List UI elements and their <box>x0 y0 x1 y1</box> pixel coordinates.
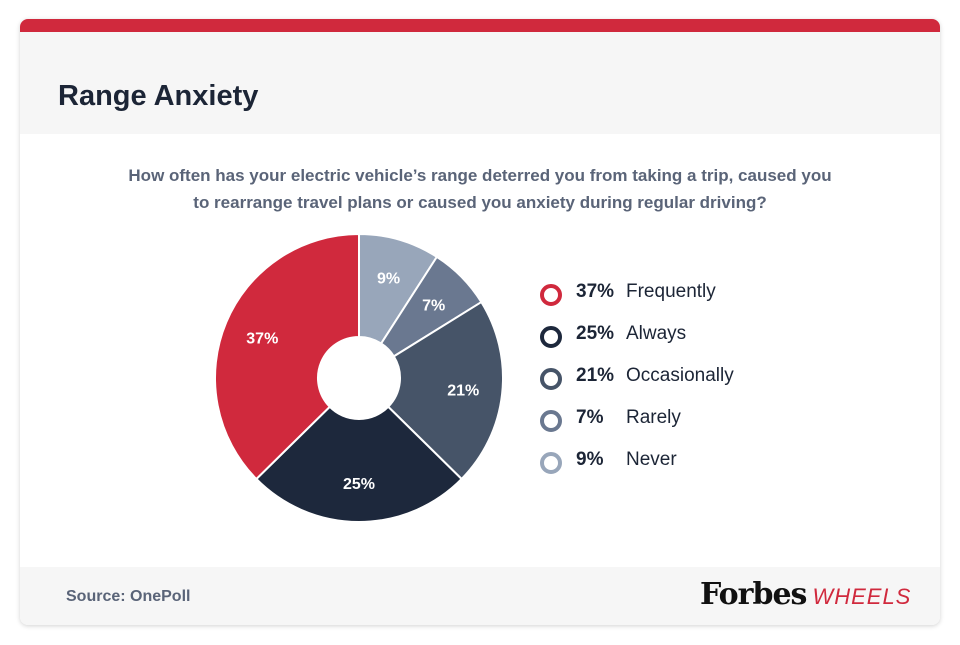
question-line-2: to rearrange travel plans or caused you … <box>193 193 767 212</box>
legend-label: Frequently <box>626 281 716 302</box>
slice-label-occasionally: 21% <box>447 383 479 400</box>
donut-chart: 9% 7% 21% 25% 37% <box>214 232 504 523</box>
legend-percent: 25% <box>576 323 615 344</box>
footer: Source: OnePoll Forbes WHEELS <box>20 567 940 625</box>
slice-always <box>254 405 464 523</box>
slice-label-always: 25% <box>343 476 375 493</box>
legend-label: Never <box>626 449 677 470</box>
legend-marker <box>540 452 562 474</box>
legend-percent: 9% <box>576 449 604 470</box>
slice-label-never: 9% <box>377 270 400 287</box>
legend-percent: 37% <box>576 281 615 302</box>
legend-marker <box>540 368 562 390</box>
legend-label: Rarely <box>626 407 681 428</box>
source-text: Source: OnePoll <box>66 588 191 605</box>
legend-marker <box>540 284 562 306</box>
legend-marker <box>540 326 562 348</box>
infographic-card: Range Anxiety How often has your electri… <box>20 19 940 625</box>
legend-percent: 7% <box>576 407 604 428</box>
logo-forbes-text: Forbes <box>700 577 807 612</box>
header: Range Anxiety <box>20 32 940 134</box>
logo-wheels-text: WHEELS <box>812 584 912 609</box>
legend-label: Occasionally <box>626 365 734 386</box>
question-line-1: How often has your electric vehicle’s ra… <box>128 166 832 185</box>
survey-question: How often has your electric vehicle’s ra… <box>20 162 940 216</box>
legend-marker <box>540 410 562 432</box>
accent-bar <box>20 19 940 32</box>
forbes-wheels-logo: Forbes WHEELS <box>700 577 911 612</box>
slice-frequently <box>214 232 360 481</box>
legend-label: Always <box>626 323 687 344</box>
slice-label-frequently: 37% <box>246 330 278 347</box>
chart-title: Range Anxiety <box>58 80 259 112</box>
legend-percent: 21% <box>576 365 615 386</box>
slice-label-rarely: 7% <box>422 297 445 314</box>
